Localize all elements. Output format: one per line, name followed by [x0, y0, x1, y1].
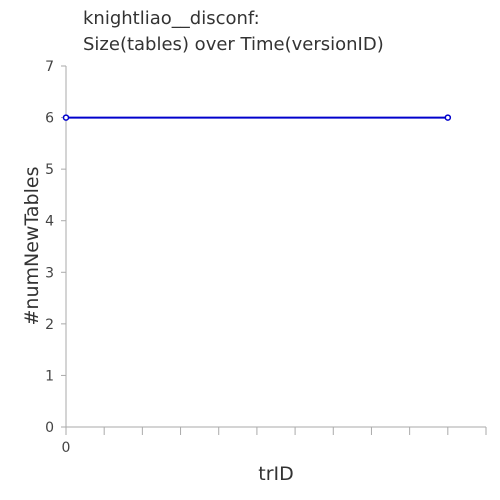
y-tick-label-1: 1	[45, 368, 54, 384]
y-axis-ticks: 0 1 2 3 4 5 6 7	[45, 59, 66, 436]
y-axis-label: #numNewTables	[21, 167, 43, 326]
y-tick-label-4: 4	[45, 214, 54, 230]
y-tick-label-5: 5	[45, 162, 54, 178]
y-tick-label-2: 2	[45, 317, 54, 333]
y-tick-label-6: 6	[45, 111, 54, 127]
y-tick-label-7: 7	[45, 59, 54, 75]
x-axis-label: trID	[258, 463, 294, 485]
data-point-0-0	[62, 114, 70, 121]
series-group	[62, 114, 452, 121]
x-tick-label-0: 0	[62, 440, 71, 456]
y-tick-label-0: 0	[45, 420, 54, 436]
data-point-0-1	[444, 114, 452, 121]
x-axis-ticks	[65, 427, 487, 435]
y-tick-label-3: 3	[45, 265, 54, 281]
chart-title-line-1: knightliao__disconf:	[83, 8, 260, 29]
chart-title: knightliao__disconf: Size(tables) over T…	[83, 8, 384, 55]
chart-title-line-2: Size(tables) over Time(versionID)	[83, 34, 384, 55]
